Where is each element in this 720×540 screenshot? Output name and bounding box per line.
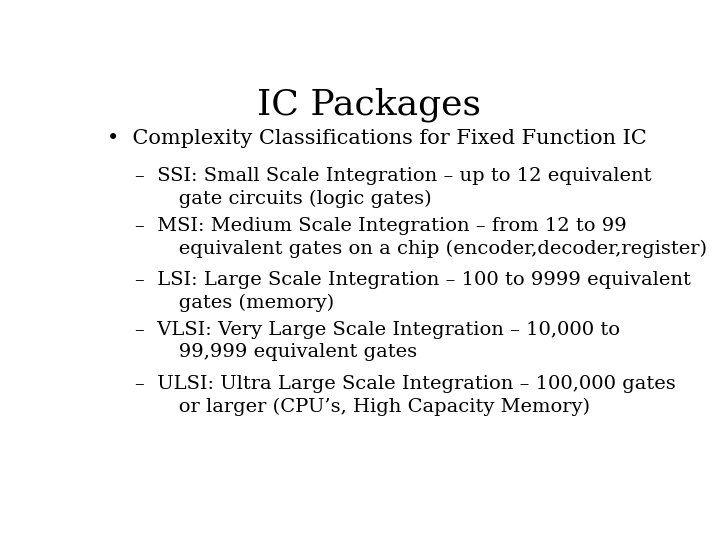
Text: –  VLSI: Very Large Scale Integration – 10,000 to
       99,999 equivalent gates: – VLSI: Very Large Scale Integration – 1… <box>135 321 620 361</box>
Text: •  Complexity Classifications for Fixed Function IC: • Complexity Classifications for Fixed F… <box>107 129 647 149</box>
Text: –  ULSI: Ultra Large Scale Integration – 100,000 gates
       or larger (CPU’s, : – ULSI: Ultra Large Scale Integration – … <box>135 375 675 416</box>
Text: –  MSI: Medium Scale Integration – from 12 to 99
       equivalent gates on a ch: – MSI: Medium Scale Integration – from 1… <box>135 217 706 258</box>
Text: –  LSI: Large Scale Integration – 100 to 9999 equivalent
       gates (memory): – LSI: Large Scale Integration – 100 to … <box>135 271 690 312</box>
Text: –  SSI: Small Scale Integration – up to 12 equivalent
       gate circuits (logi: – SSI: Small Scale Integration – up to 1… <box>135 167 651 208</box>
Text: IC Packages: IC Packages <box>257 87 481 122</box>
